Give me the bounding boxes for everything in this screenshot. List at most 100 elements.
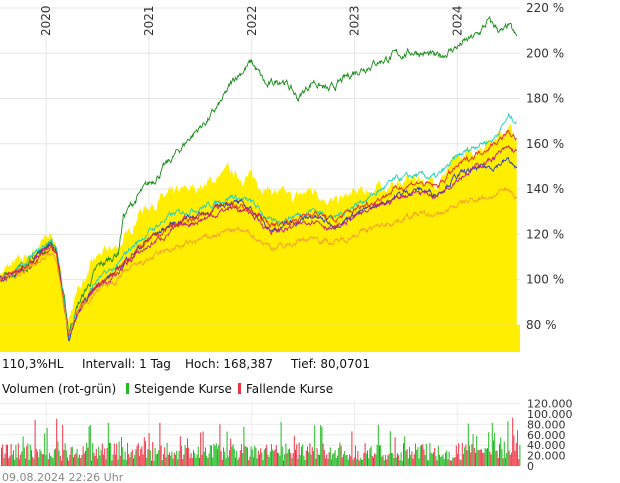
volume-bar [411,451,413,466]
volume-bar [44,433,46,466]
x-axis-year-labels: 2020 2021 2022 2023 2024 [39,5,464,36]
volume-bar [304,459,306,466]
volume-bar [35,448,37,466]
volume-bar [231,446,233,466]
volume-bar [502,458,504,466]
volume-bar [518,459,520,466]
volume-bar [365,453,367,466]
volume-bar [152,442,154,466]
volume-bar [40,451,42,466]
volume-bar [98,446,100,466]
volume-bar [109,442,110,466]
volume-bar [115,454,116,466]
timestamp: 09.08.2024 22:26 Uhr [2,471,124,483]
volume-bar [505,457,506,466]
volume-bar [323,449,325,466]
volume-bar [262,459,264,466]
volume-bar [59,455,61,466]
volume-bar [69,454,71,466]
volume-bar [428,460,430,466]
volume-bar [425,443,427,466]
volume-bar [267,454,269,466]
volume-bar [265,447,266,466]
volume-bar [61,460,62,466]
volume-bar [389,431,391,466]
volume-bar [393,458,395,466]
series-line-5 [0,129,517,337]
volume-bar [142,454,144,466]
volume-bar [274,449,276,466]
volume-bar [373,457,374,466]
volume-bar [190,453,192,466]
legend-down-swatch [238,383,241,394]
band-base [0,324,520,352]
volume-bar [73,457,74,466]
volume-bar [291,458,293,466]
volume-bar [121,436,122,466]
volume-bar [232,444,234,466]
series-line-1 [0,15,518,335]
volume-bar [511,452,512,466]
volume-bar [80,457,82,466]
y-tick-label: 140 % [526,182,564,196]
x-tick-label: 2024 [450,5,464,36]
volume-bar [83,453,85,466]
volume-bar [461,442,463,466]
volume-bar [164,447,166,466]
volume-bar [112,454,114,466]
volume-bar [187,438,188,466]
y-tick-label: 80 % [526,318,557,332]
volume-bar [106,448,108,466]
volume-bar [233,448,235,466]
volume-bar [286,453,288,466]
volume-bar [466,450,468,466]
volume-bar [310,454,312,466]
volume-bar [478,450,480,466]
volume-bar [404,436,406,466]
volume-bar [400,452,402,466]
volume-bar [346,454,348,466]
volume-bar [32,456,34,466]
volume-bar [211,445,212,466]
volume-bar [117,459,119,466]
volume-bar [355,445,356,466]
volume-bar [295,449,296,466]
volume-bar [119,455,121,466]
volume-bar [405,450,407,466]
volume-bar [442,454,444,466]
volume-bar [356,459,358,466]
volume-bar [517,430,518,466]
volume-bar [441,456,443,466]
volume-bar [424,455,426,466]
volume-bar [363,452,365,466]
volume-bar [328,452,330,466]
volume-bar [435,456,437,466]
volume-bar [165,457,167,466]
volume-bar [327,458,329,466]
volume-bar [398,455,400,466]
volume-bar [201,454,203,466]
volume-bar [482,452,484,466]
volume-bar [202,431,204,466]
volume-bar [23,447,25,466]
volume-bar [449,460,451,466]
volume-bar [26,446,28,466]
volume-bar [401,460,403,466]
volume-bar [76,448,78,466]
volume-bars [1,417,521,466]
volume-bar [130,452,132,466]
volume-bar [326,454,328,466]
volume-bar [512,417,514,466]
volume-bar [302,444,304,466]
volume-bar [79,454,80,466]
volume-bar [351,431,353,466]
volume-bar [166,442,168,466]
volume-bar [107,422,109,466]
volume-bar [218,445,220,466]
volume-bar [320,425,322,466]
volume-bar [65,450,67,466]
legend-up-swatch [126,383,129,394]
volume-bar [131,449,133,466]
volume-bar [124,451,126,466]
volume-bar [17,443,19,466]
